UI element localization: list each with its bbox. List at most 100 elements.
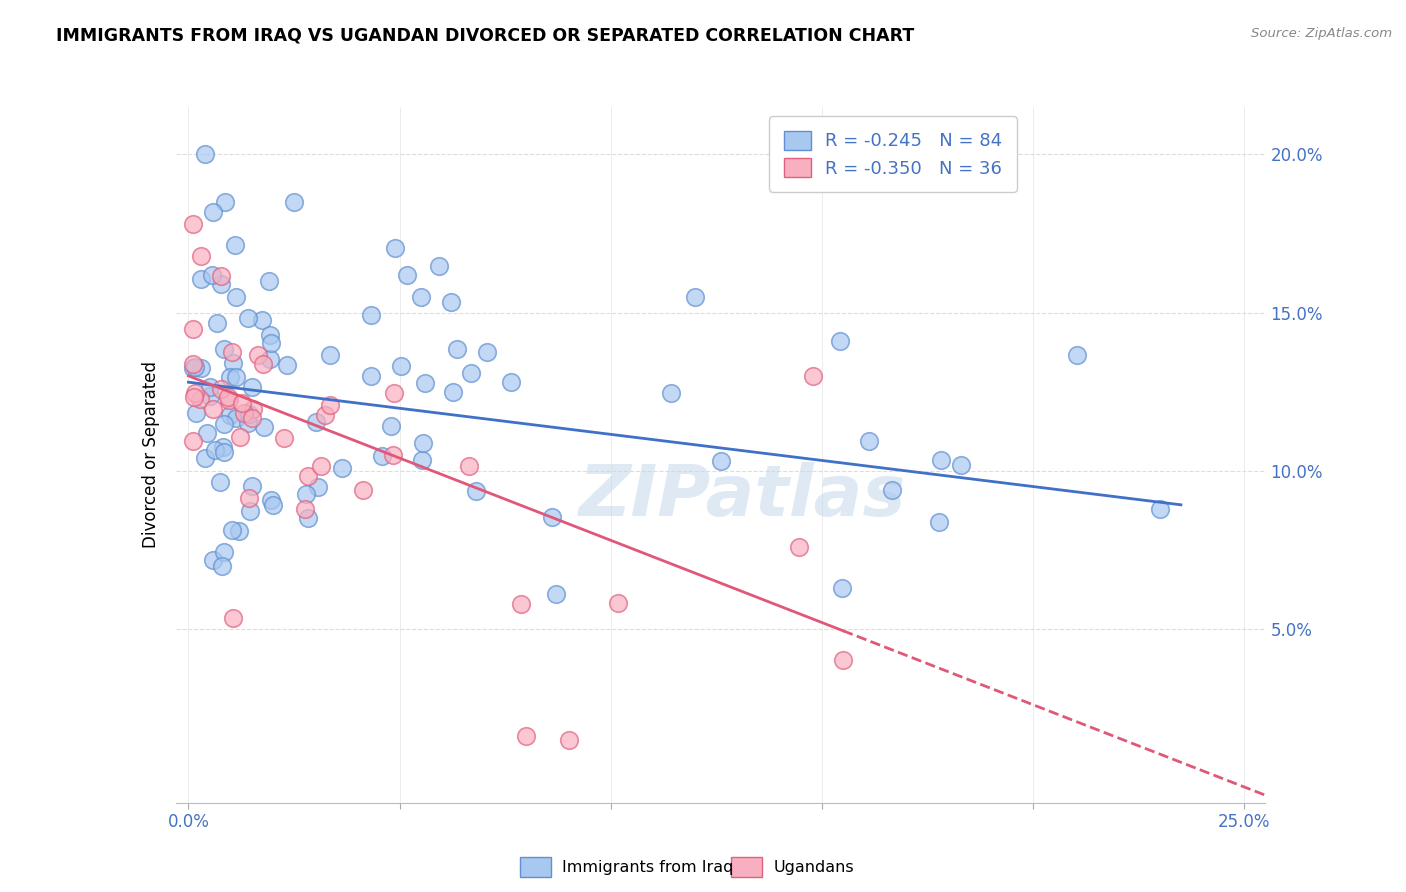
Point	[257, 274, 280, 288]
Point	[360, 369, 382, 384]
Point	[380, 419, 402, 434]
Point	[231, 396, 253, 410]
Point	[181, 357, 204, 371]
Y-axis label: Divorced or Separated: Divorced or Separated	[142, 361, 160, 549]
Point	[371, 449, 394, 463]
Point	[183, 359, 205, 374]
Point	[273, 431, 295, 445]
Point	[458, 458, 481, 473]
Point	[295, 487, 318, 501]
Point	[181, 434, 204, 449]
Point	[509, 597, 531, 611]
Point	[225, 410, 247, 425]
Point	[190, 272, 212, 286]
Point	[238, 491, 260, 505]
Point	[233, 406, 256, 420]
Point	[250, 312, 273, 326]
Point	[201, 268, 224, 282]
Point	[183, 390, 205, 404]
Point	[209, 382, 232, 396]
Point	[499, 375, 522, 389]
Point	[212, 441, 235, 455]
Point	[212, 444, 235, 458]
Point	[202, 553, 225, 567]
Point	[683, 290, 706, 304]
Point	[929, 453, 952, 467]
Point	[209, 277, 232, 292]
Point	[211, 558, 233, 573]
Point	[460, 366, 482, 380]
Point	[260, 492, 283, 507]
Point	[219, 369, 242, 384]
Point	[396, 268, 419, 282]
Point	[475, 344, 498, 359]
Point	[389, 359, 412, 374]
Point	[262, 498, 284, 512]
Point	[832, 653, 855, 667]
Point	[928, 515, 950, 529]
Point	[294, 501, 316, 516]
Text: ZIPatlas: ZIPatlas	[579, 462, 905, 531]
Point	[184, 385, 207, 400]
Point	[307, 479, 329, 493]
Point	[352, 483, 374, 498]
Point	[198, 389, 221, 403]
Point	[181, 321, 204, 335]
Point	[412, 435, 434, 450]
Point	[240, 380, 263, 394]
Point	[225, 290, 247, 304]
Point	[221, 611, 243, 625]
Point	[238, 407, 260, 421]
Point	[319, 398, 342, 412]
Point	[186, 406, 208, 420]
Point	[440, 295, 463, 310]
Point	[252, 358, 274, 372]
Point	[411, 452, 433, 467]
Point	[1066, 348, 1088, 362]
Point	[246, 348, 269, 362]
Point	[659, 385, 682, 400]
Point	[319, 348, 342, 362]
Point	[283, 194, 305, 209]
Point	[212, 342, 235, 356]
Point	[236, 310, 259, 325]
Point	[240, 410, 263, 425]
Point	[544, 587, 567, 601]
Point	[305, 415, 328, 429]
Point	[240, 479, 263, 493]
Point	[190, 360, 212, 375]
Point	[446, 342, 468, 356]
Point	[242, 401, 264, 416]
Point	[253, 420, 276, 434]
Point	[181, 361, 204, 376]
Point	[1149, 501, 1171, 516]
Point	[224, 238, 246, 252]
Point	[259, 351, 281, 366]
Point	[228, 430, 250, 444]
Point	[214, 194, 236, 209]
Point	[205, 316, 228, 330]
Point	[276, 358, 298, 372]
Point	[228, 524, 250, 538]
Point	[214, 544, 236, 558]
Text: IMMIGRANTS FROM IRAQ VS UGANDAN DIVORCED OR SEPARATED CORRELATION CHART: IMMIGRANTS FROM IRAQ VS UGANDAN DIVORCED…	[56, 27, 914, 45]
Point	[384, 241, 406, 255]
Point	[803, 368, 825, 383]
Point	[382, 386, 405, 401]
Point	[311, 458, 333, 473]
Point	[314, 408, 336, 422]
Point	[218, 393, 240, 408]
Point	[441, 385, 464, 400]
Point	[217, 390, 239, 404]
Point	[259, 328, 281, 343]
Point	[360, 308, 382, 322]
Point	[188, 392, 211, 406]
Point	[828, 334, 851, 348]
Text: Immigrants from Iraq: Immigrants from Iraq	[562, 860, 734, 874]
Point	[238, 416, 260, 430]
Text: Ugandans: Ugandans	[773, 860, 853, 874]
Point	[381, 448, 404, 462]
Point	[194, 451, 217, 466]
Point	[950, 458, 973, 472]
Point	[260, 336, 283, 351]
